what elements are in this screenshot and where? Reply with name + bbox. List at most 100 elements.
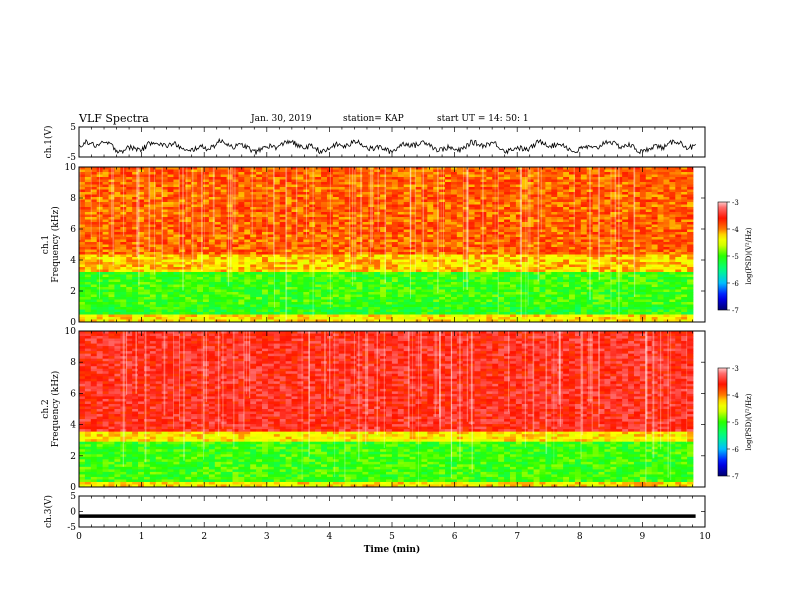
ch1-spectrogram-cell (681, 272, 688, 275)
ch1-spectrogram-cell (687, 274, 694, 278)
ch1-spectrogram-cell (427, 187, 434, 190)
ch1-spectrogram-cell (450, 167, 458, 170)
ch1-spectrogram-cell (586, 184, 594, 188)
ch1-spectrogram-cell (515, 174, 523, 178)
ch1-spectrogram-cell (90, 249, 98, 253)
ch1-spectrogram-cell (681, 262, 688, 265)
ch1-spectrogram-cell (114, 227, 121, 230)
ch1-spectrogram-cell (622, 252, 629, 255)
ch1-spectrogram-cell (185, 197, 192, 200)
ch1-spectrogram-cell (332, 259, 340, 263)
ch1-spectrogram-cell (633, 182, 641, 185)
ch1-spectrogram-cell (120, 274, 127, 278)
ch1-spectrogram-cell (309, 214, 316, 218)
ch1-spectrogram-cell (332, 212, 340, 215)
ch1-spectrogram-cell (450, 174, 458, 178)
ch1-spectrogram-cell (504, 172, 511, 175)
ch1-spectrogram-cell (498, 237, 505, 240)
ch1-spectrogram-cell (368, 274, 375, 278)
ch1-spectrogram-cell (687, 207, 694, 210)
ch1-spectrogram-cell (102, 174, 109, 178)
ch1-spectrogram-cell (120, 177, 127, 180)
ch1-spectrogram-cell (344, 274, 351, 278)
ch1-spectrogram-cell (315, 262, 322, 265)
ch1-spectrogram-cell (303, 192, 310, 195)
ch1-spectrogram-cell (445, 209, 452, 213)
ch1-spectrogram-cell (592, 204, 599, 208)
ch1-spectrogram-cell (415, 284, 422, 288)
ch1-spectrogram-cell (533, 282, 540, 285)
ch1-spectrogram-cell (433, 249, 440, 253)
ch1-spectrogram-cell (681, 214, 688, 218)
ch1-spectrogram-cell (409, 212, 416, 215)
ch1-spectrogram-cell (338, 244, 346, 248)
ch1-spectrogram-cell (397, 192, 405, 195)
ch1-spectrogram-cell (533, 177, 540, 180)
ch1-spectrogram-cell (397, 177, 405, 180)
ch1-spectrogram-cell (309, 282, 316, 285)
ch1-spectrogram-cell (663, 277, 670, 280)
ch1-spectrogram-cell (173, 194, 180, 198)
ch1-spectrogram-cell (185, 254, 192, 258)
ch1-spectrogram-cell (332, 227, 340, 230)
ch1-spectrogram-cell (256, 192, 263, 195)
ch1-spectrogram-cell (415, 209, 422, 213)
ch1-spectrogram-cell (563, 232, 570, 235)
ch1-spectrogram-cell (321, 169, 328, 173)
ch1-spectrogram-cell (551, 194, 558, 198)
ch1-spectrogram-cell (569, 247, 576, 250)
ch1-spectrogram-cell (580, 277, 588, 280)
ch1-spectrogram-cell (84, 209, 92, 213)
ch1-spectrogram-cell (492, 247, 499, 250)
ch1-spectrogram-cell (563, 212, 570, 215)
ch1-spectrogram-cell (521, 262, 529, 265)
ch1-spectrogram-cell (669, 267, 676, 270)
ch1-spectrogram-cell (675, 242, 682, 245)
ch1-spectrogram-cell (409, 172, 416, 175)
ch1-spectrogram-cell (220, 249, 227, 253)
ch1-spectrogram-cell (386, 214, 393, 218)
ch1-spectrogram-cell (102, 224, 109, 228)
ch1-spectrogram-cell (161, 192, 168, 195)
ch1-spectrogram-cell (185, 192, 192, 195)
ch1-spectrogram-cell (155, 274, 163, 278)
ch1-spectrogram-cell (687, 282, 694, 285)
ch1-spectrogram-cell (344, 199, 351, 203)
ch1-spectrogram-cell (386, 222, 393, 225)
ch1-spectrogram-cell (586, 169, 594, 173)
ch1-spectrogram-cell (344, 284, 351, 288)
ch1-spectrogram-cell (114, 282, 121, 285)
ch1-spectrogram-cell (149, 279, 157, 283)
ch1-spectrogram-cell (427, 177, 434, 180)
ch1-spectrogram-cell (539, 237, 546, 240)
ch1-spectrogram-cell (450, 274, 458, 278)
ch1-spectrogram-cell (569, 202, 576, 205)
ch1-spectrogram-cell (262, 284, 269, 288)
ch1-spectrogram-cell (651, 229, 658, 233)
ch1-spectrogram-cell (179, 167, 186, 170)
ch1-spectrogram-cell (657, 269, 664, 273)
ch1-spectrogram-cell (433, 167, 440, 170)
ch1-spectrogram-cell (645, 212, 653, 215)
ch1-spectrogram-cell (126, 277, 133, 280)
ch1-spectrogram-cell (539, 194, 546, 198)
ch1-spectrogram-cell (580, 259, 588, 263)
ch1-spectrogram-cell (580, 199, 588, 203)
ch1-spectrogram-cell (332, 274, 340, 278)
ch1-spectrogram-cell (569, 177, 576, 180)
ch1-spectrogram-cell (321, 264, 328, 268)
ch1-spectrogram-cell (639, 217, 647, 220)
ch1-spectrogram-cell (663, 189, 670, 193)
ch1-spectrogram-cell (244, 207, 251, 210)
ch1-spectrogram-cell (315, 202, 322, 205)
ch1-spectrogram-cell (238, 192, 245, 195)
ch1-spectrogram-cell (232, 222, 239, 225)
ch1-spectrogram-cell (90, 214, 98, 218)
ch1-spectrogram-cell (202, 187, 210, 190)
ch1-spectrogram-cell (445, 257, 452, 260)
ch1-spectrogram-cell (185, 179, 192, 183)
ch1-spectrogram-cell (586, 182, 594, 185)
ch1-spectrogram-cell (214, 244, 222, 248)
ch1-spectrogram-cell (545, 277, 552, 280)
ch1-spectrogram-cell (498, 194, 505, 198)
